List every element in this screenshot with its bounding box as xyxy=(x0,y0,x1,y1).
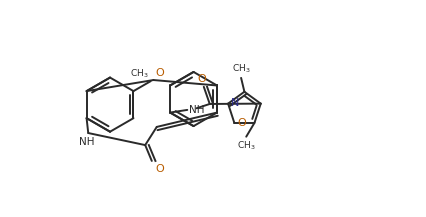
Text: CH$_3$: CH$_3$ xyxy=(237,139,256,152)
Text: N: N xyxy=(231,98,239,108)
Text: O: O xyxy=(155,68,164,78)
Text: NH: NH xyxy=(189,105,204,115)
Text: CH$_3$: CH$_3$ xyxy=(232,63,250,75)
Text: O: O xyxy=(155,164,164,174)
Text: NH: NH xyxy=(79,137,94,147)
Text: O: O xyxy=(237,118,246,128)
Text: O: O xyxy=(198,74,207,84)
Text: CH$_3$: CH$_3$ xyxy=(130,67,149,80)
